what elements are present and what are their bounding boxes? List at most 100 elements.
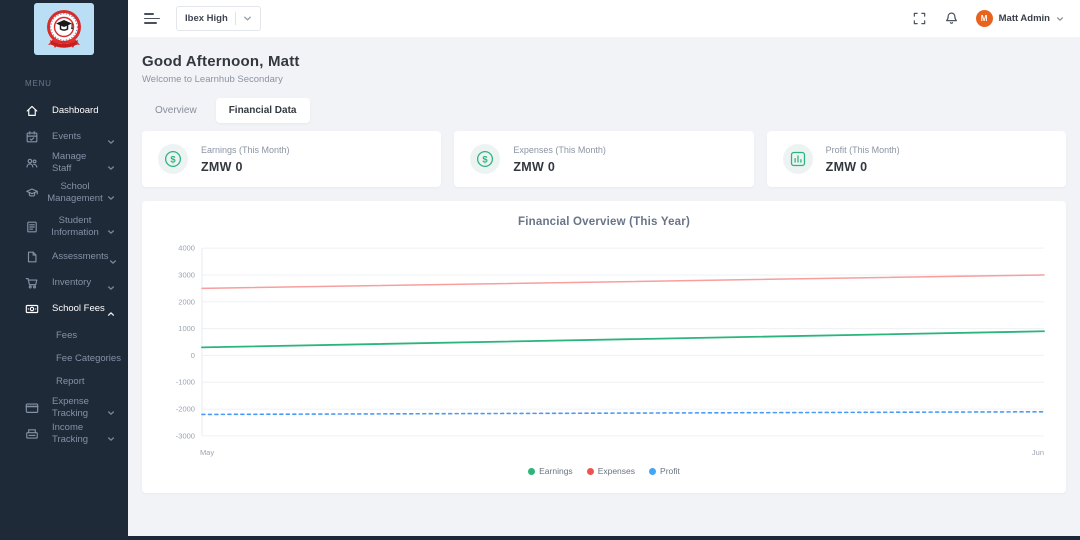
graduation-cap-icon — [25, 186, 39, 200]
sidebar-item-label: Events — [52, 131, 82, 143]
chevron-down-icon — [107, 430, 115, 441]
school-crest-icon — [47, 10, 81, 48]
expenses-card: $ Expenses (This Month) ZMW 0 — [454, 131, 754, 187]
legend-item-earnings[interactable]: Earnings — [528, 466, 573, 476]
svg-text:-3000: -3000 — [176, 431, 195, 440]
chart-legend: Earnings Expenses Profit — [158, 466, 1050, 476]
fullscreen-icon[interactable] — [912, 11, 927, 26]
menu-section-label: MENU — [25, 79, 52, 88]
sidebar-item-label: Student Information — [51, 215, 99, 238]
sidebar-item-school-fees[interactable]: School Fees — [0, 296, 128, 322]
cash-register-icon — [25, 427, 39, 441]
svg-text:$: $ — [170, 154, 176, 165]
svg-text:Jun: Jun — [1032, 448, 1044, 457]
file-text-icon — [25, 220, 39, 234]
sidebar-item-label: School Fees — [52, 303, 105, 315]
card-label: Expenses (This Month) — [513, 144, 606, 155]
svg-text:4000: 4000 — [178, 244, 195, 253]
legend-dot-icon — [586, 467, 594, 475]
sidebar-item-dashboard[interactable]: Dashboard — [0, 98, 128, 124]
profit-card: Profit (This Month) ZMW 0 — [766, 131, 1066, 187]
tab-bar: Overview Financial Data — [142, 98, 1066, 123]
notification-bell-icon[interactable] — [944, 11, 959, 26]
users-icon — [25, 156, 39, 170]
document-icon — [25, 250, 39, 264]
sidebar-item-school-management[interactable]: School Management — [0, 176, 128, 210]
sidebar-item-expense-tracking[interactable]: Expense Tracking — [0, 395, 128, 421]
summary-cards: $ Earnings (This Month) ZMW 0 $ Expenses… — [142, 131, 1066, 187]
school-selector-value: Ibex High — [185, 13, 228, 24]
svg-text:-2000: -2000 — [176, 405, 195, 414]
dollar-circle-icon: $ — [470, 144, 501, 174]
money-icon — [25, 302, 39, 316]
legend-label: Profit — [660, 466, 680, 476]
card-value: ZMW 0 — [201, 159, 243, 174]
sidebar-item-label: Expense Tracking — [52, 396, 89, 419]
legend-item-profit[interactable]: Profit — [649, 466, 680, 476]
sidebar-subitem-fees[interactable]: Fees — [56, 330, 78, 341]
svg-text:May: May — [200, 448, 214, 457]
legend-item-expenses[interactable]: Expenses — [586, 466, 636, 476]
hamburger-menu-icon[interactable] — [144, 12, 160, 25]
sidebar-subitem-report[interactable]: Report — [56, 376, 85, 387]
sidebar-item-label: Income Tracking — [52, 422, 89, 445]
school-logo[interactable] — [34, 3, 94, 55]
svg-text:3000: 3000 — [178, 270, 195, 279]
dollar-circle-icon: $ — [158, 144, 188, 174]
sidebar-item-manage-staff[interactable]: Manage Staff — [0, 150, 128, 176]
card-value: ZMW 0 — [825, 159, 868, 174]
card-label: Profit (This Month) — [825, 144, 900, 155]
legend-dot-icon — [649, 467, 657, 475]
calendar-icon — [25, 130, 39, 144]
chevron-down-icon — [107, 223, 115, 234]
sidebar-item-label: Assessments — [52, 251, 109, 263]
chevron-down-icon — [109, 253, 117, 264]
sidebar-item-income-tracking[interactable]: Income Tracking — [0, 421, 128, 447]
avatar: M — [975, 10, 993, 27]
card-value: ZMW 0 — [513, 159, 556, 174]
chart-title: Financial Overview (This Year) — [518, 216, 690, 228]
home-icon — [25, 104, 39, 118]
sidebar-item-assessments[interactable]: Assessments — [0, 244, 128, 270]
financial-chart: 4000 3000 2000 1000 0 -1000 -2000 -3000 May Jun — [176, 244, 1045, 457]
sidebar: MENU Dashboard Events Manage Staff — [0, 0, 128, 540]
sidebar-subitem-fee-categories[interactable]: Fee Categories — [56, 353, 121, 364]
user-name: Matt Admin — [998, 13, 1050, 24]
svg-text:2000: 2000 — [178, 297, 195, 306]
page-title: Good Afternoon, Matt — [142, 53, 300, 70]
chevron-down-icon — [1056, 16, 1064, 21]
tab-financial-data[interactable]: Financial Data — [215, 98, 310, 123]
legend-label: Expenses — [597, 466, 636, 476]
svg-text:$: $ — [483, 154, 489, 165]
card-label: Earnings (This Month) — [201, 144, 290, 155]
cart-icon — [25, 276, 39, 290]
sidebar-item-events[interactable]: Events — [0, 124, 128, 150]
page-content: Good Afternoon, Matt Welcome to Learnhub… — [128, 37, 1080, 536]
chevron-down-icon — [107, 404, 115, 415]
sidebar-item-label: Dashboard — [52, 105, 99, 117]
sidebar-item-student-information[interactable]: Student Information — [0, 210, 128, 244]
school-selector[interactable]: Ibex High — [176, 6, 261, 31]
chevron-down-icon — [107, 279, 115, 290]
chevron-down-icon — [107, 133, 115, 144]
main-area: Ibex High M Matt Admin Good Afternoo — [128, 0, 1080, 536]
sidebar-item-inventory[interactable]: Inventory — [0, 270, 128, 296]
school-fees-submenu: Fees Fee Categories Report — [0, 322, 128, 395]
chevron-up-icon — [107, 305, 115, 316]
sidebar-item-label: Manage Staff — [52, 151, 87, 174]
topbar-right: M Matt Admin — [912, 10, 1064, 27]
user-menu[interactable]: M Matt Admin — [975, 10, 1064, 27]
svg-text:-1000: -1000 — [176, 378, 195, 387]
chevron-down-icon — [107, 159, 115, 170]
credit-card-icon — [25, 401, 39, 415]
financial-chart-card: Financial Overview (This Year) 4000 3000 2… — [142, 201, 1066, 493]
legend-dot-icon — [528, 467, 536, 475]
divider — [234, 12, 236, 25]
legend-label: Earnings — [539, 466, 573, 476]
sidebar-item-label: Inventory — [52, 277, 92, 289]
svg-text:1000: 1000 — [178, 324, 195, 333]
sidebar-nav: Dashboard Events Manage Staff — [0, 98, 128, 447]
topbar: Ibex High M Matt Admin — [128, 0, 1080, 37]
tab-overview[interactable]: Overview — [155, 105, 197, 116]
